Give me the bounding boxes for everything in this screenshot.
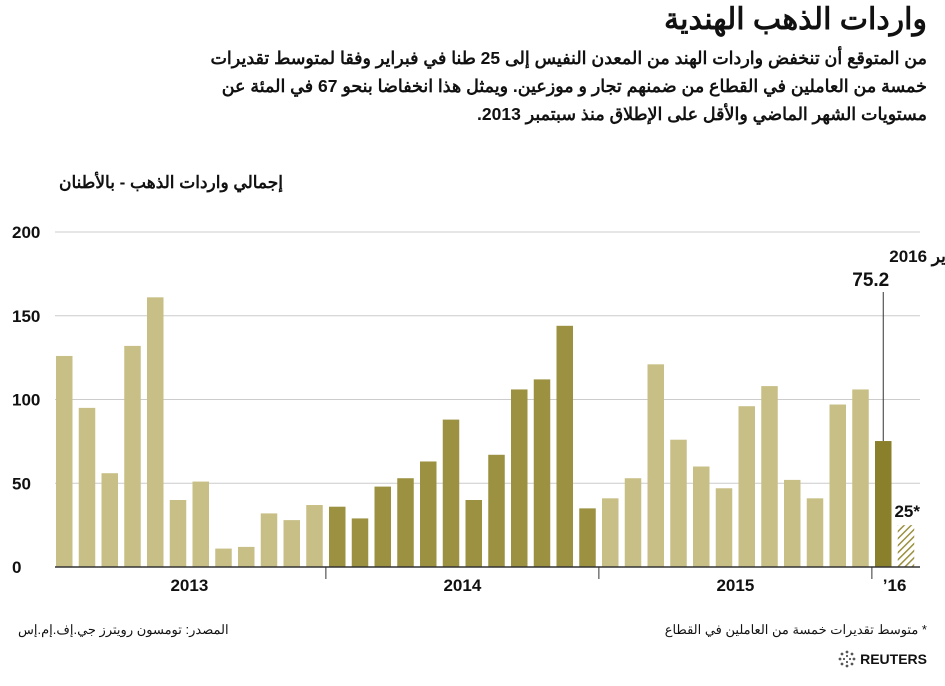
gridlines xyxy=(55,231,920,484)
reuters-dots-icon xyxy=(838,650,856,668)
y-tick-label: 200 xyxy=(12,223,40,242)
bar xyxy=(761,386,778,567)
bar xyxy=(533,379,551,567)
bar xyxy=(556,325,573,567)
y-tick-label: 0 xyxy=(12,558,21,577)
annotation-label: يناير 2016 xyxy=(889,247,945,267)
bar xyxy=(579,508,596,567)
bar xyxy=(647,364,664,567)
bar xyxy=(283,520,300,567)
brand-name: REUTERS xyxy=(860,651,927,667)
bar xyxy=(374,486,391,567)
bar xyxy=(670,439,687,567)
y-axis-label: إجمالي واردات الذهب - بالأطنان xyxy=(59,173,283,192)
bar xyxy=(784,479,801,567)
bar xyxy=(829,404,846,567)
x-axis: 2013 2014 2015 ’16 xyxy=(55,566,920,595)
bar xyxy=(442,419,460,567)
bar xyxy=(852,389,869,567)
y-tick-label: 150 xyxy=(12,307,40,326)
annotation-value: 75.2 xyxy=(852,270,889,291)
bar xyxy=(56,355,73,567)
bar xyxy=(351,518,369,567)
y-tick-label: 50 xyxy=(12,474,31,493)
x-year-label: 2013 xyxy=(170,576,208,595)
bar xyxy=(101,473,118,567)
bar xyxy=(306,505,323,567)
reuters-logo: REUTERS xyxy=(838,650,927,668)
bar xyxy=(602,498,619,567)
chart-title: واردات الذهب الهندية xyxy=(664,3,927,36)
bar xyxy=(488,454,505,567)
chart-subtitle: من المتوقع أن تنخفض واردات الهند من المع… xyxy=(210,48,927,124)
bar xyxy=(624,478,642,567)
x-year-label: ’16 xyxy=(883,576,907,595)
bar xyxy=(397,478,414,567)
bar xyxy=(875,441,892,567)
bar xyxy=(169,500,187,567)
bar xyxy=(806,498,824,567)
bar xyxy=(693,466,710,567)
bar xyxy=(465,500,482,567)
x-year-label: 2015 xyxy=(716,576,754,595)
bar xyxy=(147,297,164,567)
bar xyxy=(192,481,209,567)
bar xyxy=(124,345,141,567)
bar xyxy=(715,488,733,567)
bar xyxy=(420,461,437,567)
estimate-label: 25* xyxy=(894,502,920,521)
bar xyxy=(329,506,346,567)
y-tick-label: 100 xyxy=(12,391,40,410)
bar xyxy=(78,407,96,567)
bar xyxy=(215,548,232,567)
estimate-bar xyxy=(897,525,915,567)
bar xyxy=(238,546,255,567)
bar xyxy=(260,513,278,567)
footnote: * متوسط تقديرات خمسة من العاملين في القط… xyxy=(664,622,927,637)
y-axis-ticks: 0 50 100 150 200 xyxy=(12,223,40,577)
bars xyxy=(56,297,915,567)
source-note: المصدر: تومسون رويترز جي.إف.إم.إس xyxy=(18,622,229,637)
bar xyxy=(511,389,528,567)
x-year-label: 2014 xyxy=(443,576,481,595)
bar xyxy=(738,406,755,567)
